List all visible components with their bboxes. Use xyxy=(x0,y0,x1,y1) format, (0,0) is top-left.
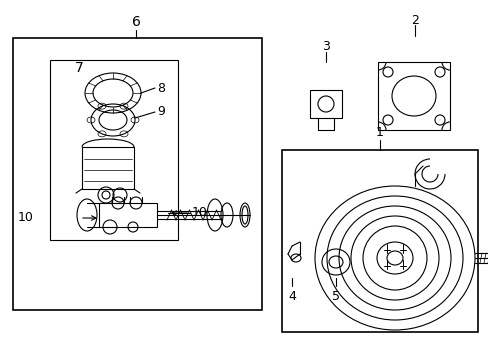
Text: 6: 6 xyxy=(131,15,140,29)
Text: 10: 10 xyxy=(18,211,34,225)
Text: 3: 3 xyxy=(322,40,329,54)
Text: 1: 1 xyxy=(375,126,383,139)
Text: 8: 8 xyxy=(157,81,164,94)
Text: 5: 5 xyxy=(331,289,339,302)
Bar xyxy=(377,62,449,130)
Bar xyxy=(82,147,134,189)
Text: 7: 7 xyxy=(75,61,83,75)
Bar xyxy=(13,38,262,310)
Text: 10: 10 xyxy=(192,207,207,220)
Text: 4: 4 xyxy=(287,289,295,302)
Bar xyxy=(99,203,157,227)
Text: 2: 2 xyxy=(410,13,418,27)
Bar xyxy=(309,90,341,118)
Text: 9: 9 xyxy=(157,105,164,118)
Bar xyxy=(282,150,477,332)
